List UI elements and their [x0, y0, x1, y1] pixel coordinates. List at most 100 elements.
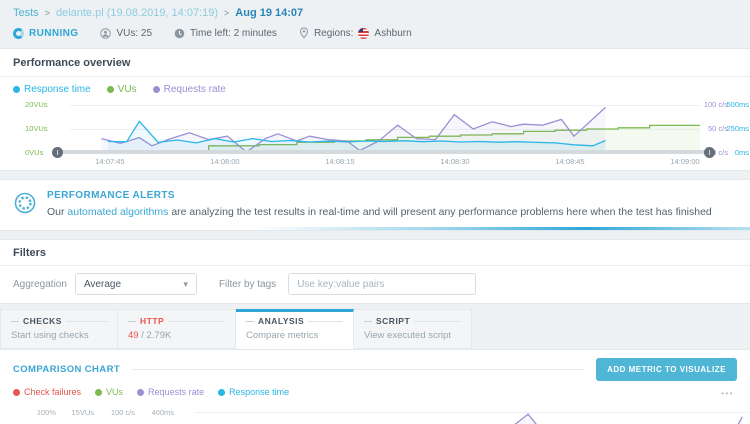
tab-label: CHECKS: [23, 316, 62, 326]
comparison-chart-plot: [207, 413, 743, 424]
header-rule: [132, 369, 585, 370]
filters-row: Aggregation Average ▾ Filter by tags: [0, 266, 750, 303]
legend-item-vus[interactable]: VUs: [106, 84, 137, 95]
overview-chart-plot: [101, 106, 700, 153]
y-tick-vus: 15VUs: [71, 408, 94, 417]
tab-subtitle: Start using checks: [11, 330, 89, 341]
us-flag-icon: [358, 27, 370, 39]
tab-script[interactable]: SCRIPT View executed script: [354, 309, 472, 349]
x-axis-tick: 14:07:45: [95, 157, 125, 166]
aggregation-label: Aggregation: [13, 278, 67, 290]
results-tabs: CHECKS Start using checks HTTP 49 / 2.79…: [0, 309, 750, 349]
y-axis-vus-tick: 10VUs: [25, 124, 48, 133]
alerts-spinner-icon: [14, 192, 36, 214]
y-tick-pct: 100%: [36, 408, 56, 417]
y-axis-vus-tick: 20VUs: [25, 100, 48, 109]
legend-dot: [218, 388, 226, 396]
legend-dot: [152, 86, 160, 93]
vus-status: VUs: 25: [100, 28, 152, 39]
alerts-text-prefix: Our: [47, 206, 68, 218]
x-axis-tick: 14:08:15: [325, 157, 355, 166]
y-axis-rate-tick: 0 c/s: [712, 148, 728, 157]
performance-alerts-panel: PERFORMANCE ALERTS Our automated algorit…: [0, 179, 750, 231]
time-left-value: Time left: 2 minutes: [190, 27, 277, 39]
y-axis-ms-tick: 250ms: [726, 124, 749, 133]
breadcrumb-test-link[interactable]: delante.pl (19.08.2019, 14:07:19): [55, 7, 219, 19]
tab-http[interactable]: HTTP 49 / 2.79K: [118, 309, 236, 349]
top-bar: Tests > delante.pl (19.08.2019, 14:07:19…: [0, 0, 750, 39]
chevron-down-icon: ▾: [183, 278, 188, 289]
time-range-slider-handle-left[interactable]: [52, 146, 63, 158]
y-tick-rate: 100 c/s: [110, 408, 135, 417]
overview-chart: 20VUs 10VUs 0VUs 100 c/s 50 c/s 0 c/s 50…: [0, 100, 750, 170]
ellipsis-menu-icon[interactable]: •••: [721, 389, 734, 398]
x-axis-tick: 14:08:00: [210, 157, 240, 166]
performance-overview-panel: Performance overview Response time VUs R…: [0, 48, 750, 171]
time-left-status: Time left: 2 minutes: [174, 28, 277, 39]
tab-label: ANALYSIS: [258, 316, 305, 326]
comparison-header: COMPARISON CHART ADD METRIC TO VISUALIZE: [13, 358, 737, 381]
x-axis-tick: 14:08:45: [555, 157, 585, 166]
legend-label: Check failures: [24, 387, 82, 397]
legend-label: Response time: [24, 84, 91, 95]
legend-dot: [13, 86, 20, 93]
http-total-count: / 2.79K: [138, 330, 172, 341]
y-tick-ms: 400ms: [151, 408, 174, 417]
tags-filter-input[interactable]: [288, 273, 477, 295]
filter-by-tags-label: Filter by tags: [218, 278, 277, 290]
time-range-slider-track[interactable]: [57, 150, 710, 154]
region-name: Ashburn: [374, 27, 412, 39]
legend-item-response-time[interactable]: Response time: [218, 387, 289, 397]
breadcrumb-tests-link[interactable]: Tests: [13, 7, 39, 19]
breadcrumb: Tests > delante.pl (19.08.2019, 14:07:19…: [13, 7, 737, 19]
x-axis-tick: 14:08:30: [440, 157, 470, 166]
legend-item-requests-rate[interactable]: Requests rate: [152, 84, 226, 95]
tab-analysis[interactable]: ANALYSIS Compare metrics: [236, 309, 354, 349]
status-bar: RUNNING VUs: 25 Time left: 2 minutes Reg…: [13, 27, 737, 39]
filters-panel: Filters Aggregation Average ▾ Filter by …: [0, 239, 750, 304]
legend-label: Requests rate: [148, 387, 205, 397]
y-axis-rate-tick: 100 c/s: [703, 100, 728, 109]
aggregation-select[interactable]: Average ▾: [74, 273, 197, 295]
overview-legend: Response time VUs Requests rate: [0, 77, 750, 98]
legend-label: VUs: [106, 387, 124, 397]
map-pin-icon: [299, 27, 308, 39]
comparison-title: COMPARISON CHART: [13, 364, 121, 375]
comparison-chart-section: COMPARISON CHART ADD METRIC TO VISUALIZE…: [0, 349, 750, 424]
spinner-icon: [13, 27, 24, 39]
legend-item-response-time[interactable]: Response time: [13, 84, 91, 95]
regions-status: Regions: Ashburn: [299, 27, 412, 39]
legend-label: Response time: [229, 387, 290, 397]
http-failed-count: 49: [128, 330, 139, 341]
breadcrumb-separator: >: [224, 8, 230, 18]
panel-title: Performance overview: [0, 49, 750, 77]
legend-dot: [13, 388, 20, 396]
vus-value: VUs: 25: [116, 27, 153, 39]
tab-subtitle: View executed script: [364, 330, 451, 341]
alerts-body: PERFORMANCE ALERTS Our automated algorit…: [47, 190, 712, 218]
time-range-slider-handle-right[interactable]: [704, 146, 715, 158]
run-status: RUNNING: [13, 27, 79, 39]
tab-label: SCRIPT: [376, 316, 411, 326]
run-status-label: RUNNING: [29, 27, 79, 39]
person-icon: [100, 27, 112, 39]
regions-label: Regions:: [313, 27, 354, 39]
comparison-chart: 100% 15VUs 100 c/s 400ms 10VUs 300ms 50%…: [0, 409, 750, 424]
y-axis-ms-tick: 0ms: [734, 148, 749, 157]
automated-algorithms-link[interactable]: automated algorithms: [67, 206, 169, 218]
legend-item-check-failures[interactable]: Check failures: [13, 387, 81, 397]
add-metric-button[interactable]: ADD METRIC TO VISUALIZE: [596, 358, 737, 381]
comparison-legend: Check failures VUs Requests rate Respons…: [13, 387, 737, 397]
legend-item-vus[interactable]: VUs: [95, 387, 123, 397]
tab-label: HTTP: [140, 316, 165, 326]
tab-checks[interactable]: CHECKS Start using checks: [0, 309, 118, 349]
alerts-progress-bar: [0, 227, 750, 230]
legend-label: Requests rate: [163, 84, 226, 95]
aggregation-value: Average: [83, 278, 122, 290]
clock-icon: [174, 28, 185, 38]
legend-item-requests-rate[interactable]: Requests rate: [137, 387, 204, 397]
y-axis-ms-tick: 500ms: [726, 100, 749, 109]
x-axis-tick: 14:09:00: [670, 157, 700, 166]
alerts-text: Our automated algorithms are analyzing t…: [47, 206, 712, 218]
